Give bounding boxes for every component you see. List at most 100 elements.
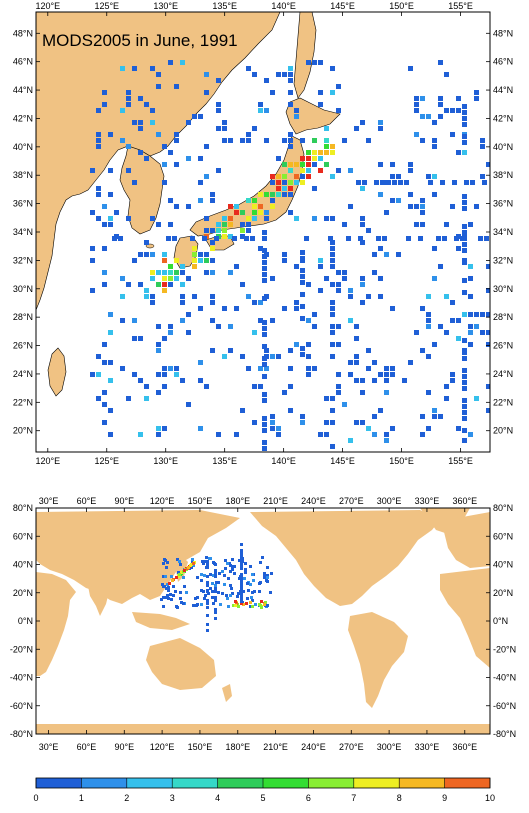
obs-cell <box>324 420 329 425</box>
obs-cell <box>162 366 167 371</box>
obs-cell <box>462 386 467 391</box>
obs-cell <box>418 236 423 241</box>
obs-cell <box>462 224 467 229</box>
obs-cell <box>426 114 431 119</box>
bottom-x-tick-label: 240°E <box>301 742 326 752</box>
top-y-tick-label: 28°N <box>13 312 33 322</box>
obs-cell <box>262 428 267 433</box>
obs-cell <box>318 60 323 65</box>
obs-cell <box>144 240 149 245</box>
obs-cell <box>324 432 329 437</box>
obs-cell <box>214 563 217 566</box>
obs-cell <box>306 318 311 323</box>
obs-cell <box>233 572 236 575</box>
bottom-x-tick-label: 360°E <box>452 496 477 506</box>
obs-cell <box>330 312 335 317</box>
obs-cell <box>234 600 237 603</box>
obs-cell <box>198 114 203 119</box>
obs-cell <box>438 414 443 419</box>
obs-cell <box>204 384 209 389</box>
obs-cell <box>306 372 311 377</box>
obs-cell <box>160 598 163 601</box>
obs-cell <box>179 563 182 566</box>
obs-cell <box>258 192 263 197</box>
obs-cell <box>174 204 179 209</box>
obs-cell <box>264 210 269 215</box>
obs-cell <box>266 566 269 569</box>
obs-cell <box>348 360 353 365</box>
obs-cell <box>102 270 107 275</box>
obs-cell <box>376 236 381 241</box>
obs-cell <box>102 402 107 407</box>
obs-cell <box>264 601 267 604</box>
obs-cell <box>244 571 247 574</box>
obs-cell <box>249 565 252 568</box>
obs-cell <box>262 266 267 271</box>
obs-cell <box>216 126 221 131</box>
obs-cell <box>420 138 425 143</box>
obs-cell <box>222 228 227 233</box>
obs-cell <box>204 216 209 221</box>
colorbar-segment <box>444 778 490 788</box>
obs-cell <box>432 138 437 143</box>
obs-cell <box>360 276 365 281</box>
top-y-tick-label: 30°N <box>493 284 513 294</box>
bottom-y-tick-label: -80°N <box>493 729 516 739</box>
bottom-x-tick-label: 270°E <box>339 742 364 752</box>
obs-cell <box>330 216 335 221</box>
obs-cell <box>390 372 395 377</box>
obs-cell <box>366 228 371 233</box>
obs-cell <box>216 324 221 329</box>
obs-cell <box>414 108 419 113</box>
obs-cell <box>270 90 275 95</box>
obs-cell <box>240 354 245 359</box>
obs-cell <box>126 282 131 287</box>
obs-cell <box>262 230 267 235</box>
obs-cell <box>156 72 161 77</box>
obs-cell <box>120 276 125 281</box>
obs-cell <box>324 150 329 155</box>
obs-cell <box>198 180 203 185</box>
bottom-y-tick-label: 60°N <box>493 531 513 541</box>
obs-cell <box>294 108 299 113</box>
obs-cell <box>210 192 215 197</box>
obs-cell <box>102 90 107 95</box>
top-y-tick-label: 32°N <box>13 255 33 265</box>
obs-cell <box>191 560 194 563</box>
obs-cell <box>318 264 323 269</box>
obs-cell <box>330 306 335 311</box>
obs-cell <box>240 567 243 570</box>
bottom-x-tick-label: 360°E <box>452 742 477 752</box>
obs-cell <box>196 576 199 579</box>
obs-cell <box>258 204 263 209</box>
obs-cell <box>408 168 413 173</box>
obs-cell <box>270 276 275 281</box>
obs-cell <box>336 168 341 173</box>
obs-cell <box>96 354 101 359</box>
obs-cell <box>198 378 203 383</box>
obs-cell <box>156 84 161 89</box>
obs-cell <box>462 150 467 155</box>
obs-cell <box>462 404 467 409</box>
obs-cell <box>249 601 252 604</box>
obs-cell <box>198 258 203 263</box>
obs-cell <box>384 366 389 371</box>
obs-cell <box>168 582 171 585</box>
obs-cell <box>354 360 359 365</box>
bottom-map-land <box>36 508 490 734</box>
obs-cell <box>300 346 305 351</box>
obs-cell <box>237 605 240 608</box>
obs-cell <box>205 556 208 559</box>
obs-cell <box>264 108 269 113</box>
obs-cell <box>330 252 335 257</box>
obs-cell <box>456 150 461 155</box>
obs-cell <box>165 566 168 569</box>
obs-cell <box>150 294 155 299</box>
obs-cell <box>192 114 197 119</box>
obs-cell <box>474 396 479 401</box>
obs-cell <box>354 336 359 341</box>
obs-cell <box>192 252 197 257</box>
obs-cell <box>390 306 395 311</box>
obs-cell <box>324 396 329 401</box>
obs-cell <box>300 168 305 173</box>
